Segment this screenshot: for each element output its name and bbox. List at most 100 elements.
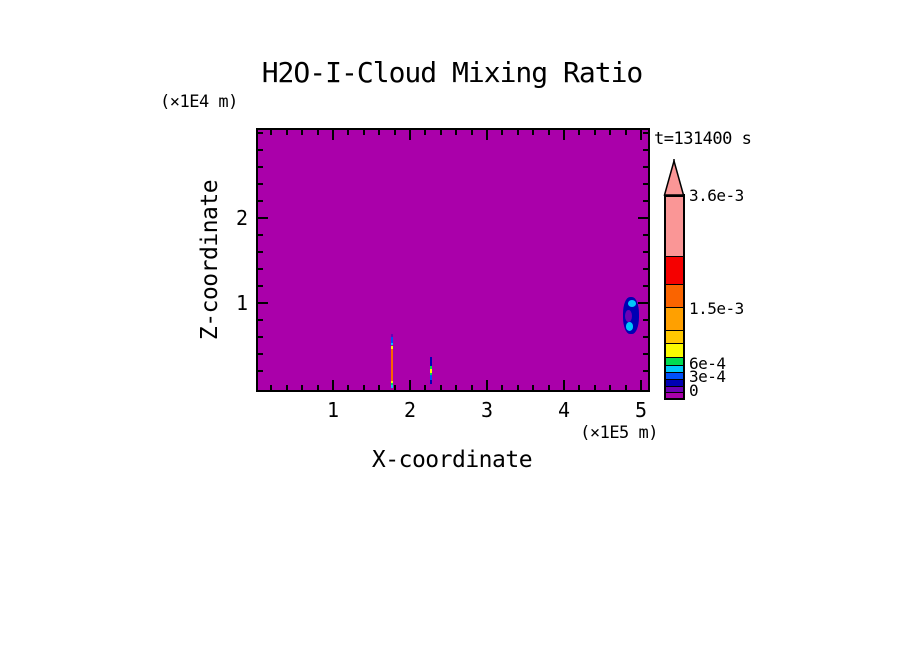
x-minor-tick (424, 130, 426, 135)
x-minor-tick (501, 130, 503, 135)
x-minor-tick (270, 385, 272, 390)
x-axis-unit-label: (×1E5 m) (580, 423, 658, 443)
x-tick-label: 4 (557, 398, 571, 422)
x-major-tick (332, 380, 334, 390)
x-minor-tick (363, 385, 365, 390)
x-minor-tick (317, 385, 319, 390)
x-axis-title: X-coordinate (371, 447, 533, 473)
x-minor-tick (286, 385, 288, 390)
x-minor-tick (378, 385, 380, 390)
x-minor-tick (501, 385, 503, 390)
x-minor-tick (440, 385, 442, 390)
y-tick-label: 1 (235, 291, 248, 315)
z-minor-tick (643, 251, 648, 253)
x-tick-label: 5 (634, 398, 648, 422)
z-minor-tick (643, 149, 648, 151)
colorbar-tick-label: 3e-4 (689, 367, 726, 386)
x-minor-tick (517, 130, 519, 135)
plot-area (256, 128, 650, 392)
contour-feature-segment (391, 385, 393, 388)
x-major-tick (486, 130, 488, 140)
contour-feature-segment (391, 333, 393, 337)
x-minor-tick (378, 130, 380, 135)
x-minor-tick (347, 130, 349, 135)
x-minor-tick (532, 385, 534, 390)
colorbar-segment (666, 196, 683, 256)
x-minor-tick (270, 130, 272, 135)
x-tick-label: 1 (326, 398, 340, 422)
y-axis-title-text: Z-coordinate (197, 179, 224, 341)
x-minor-tick (578, 385, 580, 390)
z-minor-tick (258, 149, 263, 151)
z-minor-tick (258, 200, 263, 202)
x-minor-tick (594, 130, 596, 135)
contour-feature-segment (391, 382, 393, 386)
x-minor-tick (548, 130, 550, 135)
z-minor-tick (643, 336, 648, 338)
x-minor-tick (548, 385, 550, 390)
contour-feature-segment (391, 337, 393, 343)
x-major-tick (563, 130, 565, 140)
z-minor-tick (643, 268, 648, 270)
x-minor-tick (594, 385, 596, 390)
x-major-tick (409, 130, 411, 140)
contour-feature-segment (391, 345, 393, 349)
y-tick-label: 2 (235, 206, 248, 230)
z-minor-tick (258, 234, 263, 236)
x-minor-tick (301, 130, 303, 135)
x-major-tick (640, 380, 642, 390)
z-major-tick (258, 302, 268, 304)
z-minor-tick (258, 166, 263, 168)
colorbar-tick-label: 1.5e-3 (689, 299, 744, 318)
x-minor-tick (517, 385, 519, 390)
z-minor-tick (643, 166, 648, 168)
contour-feature-segment (430, 375, 432, 380)
x-minor-tick (440, 130, 442, 135)
z-minor-tick (258, 353, 263, 355)
x-tick-label: 3 (480, 398, 494, 422)
x-minor-tick (394, 385, 396, 390)
z-minor-tick (643, 285, 648, 287)
x-minor-tick (363, 130, 365, 135)
x-minor-tick (286, 130, 288, 135)
colorbar (664, 194, 685, 400)
x-major-tick (640, 130, 642, 140)
x-major-tick (563, 380, 565, 390)
colorbar-overflow-arrow-icon (663, 159, 685, 196)
z-major-tick (258, 217, 268, 219)
contour-feature-segment (430, 372, 432, 376)
colorbar-segment (666, 330, 683, 343)
x-minor-tick (347, 385, 349, 390)
z-minor-tick (258, 336, 263, 338)
x-minor-tick (625, 385, 627, 390)
contour-feature-segment (430, 365, 432, 370)
x-minor-tick (609, 385, 611, 390)
x-minor-tick (455, 130, 457, 135)
colorbar-segment (666, 256, 683, 284)
colorbar-segment (666, 372, 683, 379)
z-minor-tick (258, 132, 263, 134)
colorbar-segment (666, 357, 683, 365)
x-minor-tick (301, 385, 303, 390)
x-minor-tick (471, 385, 473, 390)
z-minor-tick (643, 183, 648, 185)
y-axis-unit-label: (×1E4 m) (160, 92, 238, 112)
colorbar-tick-label: 3.6e-3 (689, 186, 744, 205)
x-major-tick (486, 380, 488, 390)
z-major-tick (638, 302, 648, 304)
contour-feature-blob (625, 321, 634, 331)
x-minor-tick (394, 130, 396, 135)
colorbar-segment (666, 343, 683, 357)
x-minor-tick (424, 385, 426, 390)
x-minor-tick (455, 385, 457, 390)
colorbar-segment (666, 307, 683, 330)
x-major-tick (332, 130, 334, 140)
x-minor-tick (625, 130, 627, 135)
z-minor-tick (643, 234, 648, 236)
colorbar-segment (666, 365, 683, 372)
contour-feature-segment (430, 369, 432, 373)
z-minor-tick (643, 370, 648, 372)
time-annotation: t=131400 s (654, 129, 752, 149)
z-minor-tick (258, 251, 263, 253)
z-minor-tick (258, 319, 263, 321)
